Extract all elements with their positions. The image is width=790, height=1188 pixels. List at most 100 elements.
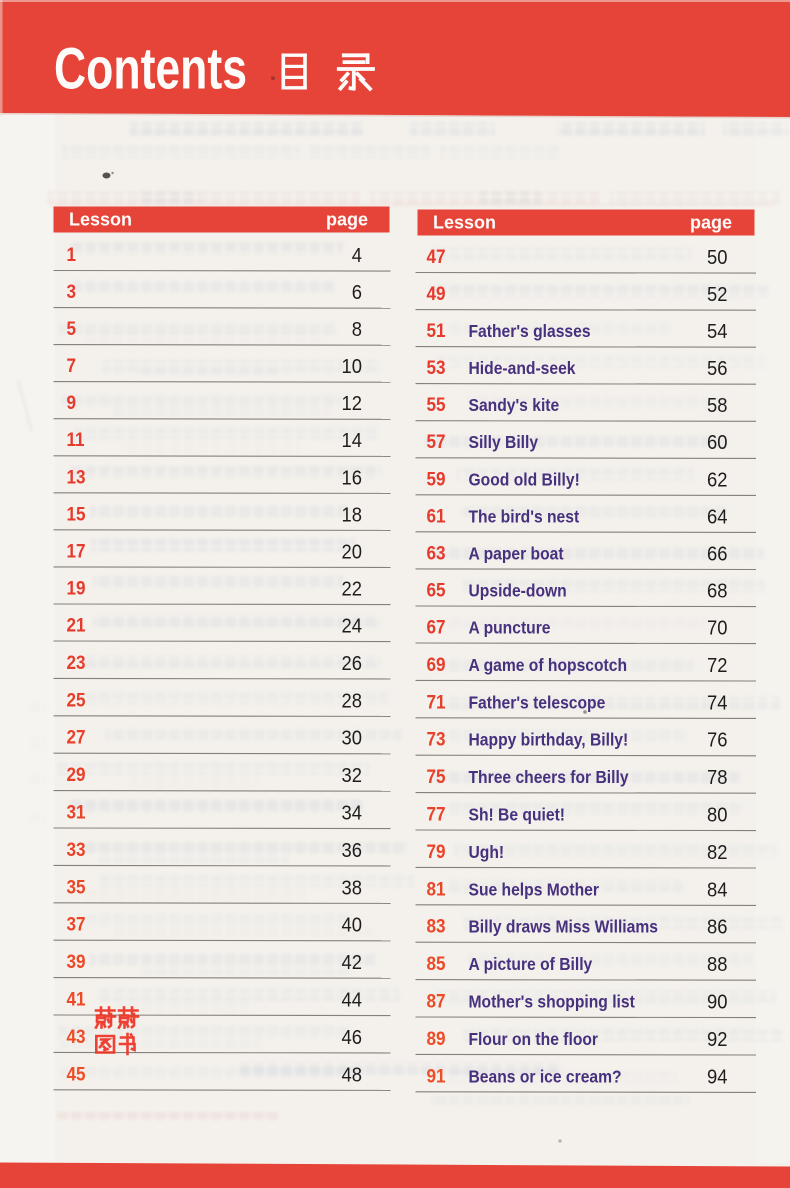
svg-text:39: 39: [67, 951, 86, 972]
svg-text:37: 37: [67, 914, 86, 935]
svg-text:63: 63: [427, 543, 446, 564]
svg-text:43: 43: [67, 1026, 86, 1047]
svg-text:91: 91: [427, 1065, 446, 1086]
svg-text:68: 68: [707, 581, 727, 603]
svg-text:87: 87: [427, 991, 446, 1012]
svg-text:13: 13: [67, 466, 86, 487]
svg-text:Billy draws Miss Williams: Billy draws Miss Williams: [469, 917, 658, 937]
svg-text:Contents: Contents: [54, 37, 247, 102]
svg-text:22: 22: [342, 579, 362, 601]
svg-text:Ugh!: Ugh!: [469, 842, 505, 862]
svg-text:89: 89: [427, 1028, 446, 1049]
svg-text:78: 78: [707, 767, 727, 789]
svg-text:51: 51: [427, 320, 446, 341]
svg-text:88: 88: [707, 954, 727, 976]
svg-text:27: 27: [67, 727, 86, 748]
svg-text:Sh! Be quiet!: Sh! Be quiet!: [469, 804, 566, 824]
svg-text:75: 75: [427, 766, 446, 787]
svg-text:1: 1: [67, 244, 77, 265]
svg-text:24: 24: [342, 616, 363, 638]
svg-text:77: 77: [427, 804, 446, 825]
svg-text:4: 4: [352, 245, 363, 267]
svg-text:Three cheers for Billy: Three cheers for Billy: [469, 767, 630, 787]
svg-text:31: 31: [67, 802, 86, 823]
svg-text:A paper boat: A paper boat: [469, 543, 564, 563]
svg-text:70: 70: [707, 618, 727, 640]
svg-text:20: 20: [342, 542, 362, 564]
svg-text:52: 52: [707, 284, 727, 306]
svg-text:Beans or ice cream?: Beans or ice cream?: [469, 1066, 622, 1086]
svg-text:69: 69: [427, 654, 446, 675]
svg-text:73: 73: [427, 729, 446, 750]
svg-text:40: 40: [342, 915, 362, 937]
svg-text:35: 35: [67, 876, 86, 897]
svg-text:32: 32: [342, 765, 362, 787]
svg-text:Upside-down: Upside-down: [469, 580, 567, 600]
svg-text:23: 23: [67, 652, 86, 673]
svg-text:Happy birthday, Billy!: Happy birthday, Billy!: [469, 730, 629, 750]
svg-text:50: 50: [707, 247, 727, 269]
svg-text:25: 25: [67, 689, 86, 710]
svg-text:34: 34: [342, 803, 363, 825]
svg-text:65: 65: [427, 580, 446, 601]
svg-text:56: 56: [707, 358, 727, 380]
svg-text:61: 61: [427, 505, 446, 526]
svg-text:41: 41: [67, 989, 86, 1010]
svg-text:42: 42: [342, 952, 362, 974]
svg-text:Sue helps Mother: Sue helps Mother: [469, 879, 600, 899]
svg-text:29: 29: [67, 764, 86, 785]
svg-text:46: 46: [342, 1027, 362, 1049]
svg-text:76: 76: [707, 730, 727, 752]
svg-text:3: 3: [67, 281, 77, 302]
svg-text:Mother's shopping list: Mother's shopping list: [469, 991, 636, 1011]
svg-text:71: 71: [427, 691, 446, 712]
svg-text:72: 72: [707, 655, 727, 677]
svg-text:19: 19: [67, 578, 86, 599]
svg-text:49: 49: [427, 283, 446, 304]
svg-text:8: 8: [352, 319, 362, 341]
svg-text:81: 81: [427, 878, 446, 899]
svg-text:92: 92: [707, 1029, 727, 1051]
svg-text:Silly Billy: Silly Billy: [469, 432, 539, 452]
svg-text:58: 58: [707, 396, 727, 418]
svg-text:17: 17: [67, 541, 86, 562]
svg-text:66: 66: [707, 544, 727, 566]
svg-text:33: 33: [67, 839, 86, 860]
svg-text:21: 21: [67, 615, 86, 636]
svg-text:64: 64: [707, 507, 728, 529]
svg-text:53: 53: [427, 357, 446, 378]
svg-text:45: 45: [67, 1063, 86, 1084]
svg-text:Good old Billy!: Good old Billy!: [469, 469, 580, 489]
svg-text:A puncture: A puncture: [469, 617, 551, 637]
svg-text:15: 15: [67, 503, 86, 524]
svg-text:The bird's nest: The bird's nest: [469, 506, 580, 526]
svg-text:86: 86: [707, 917, 727, 939]
svg-text:A game of hopscotch: A game of hopscotch: [469, 655, 628, 675]
svg-text:84: 84: [707, 880, 728, 902]
svg-text:54: 54: [707, 321, 728, 343]
svg-text:Sandy's kite: Sandy's kite: [469, 395, 560, 415]
svg-text:60: 60: [707, 433, 727, 455]
svg-text:11: 11: [67, 429, 85, 450]
svg-text:47: 47: [427, 246, 446, 267]
svg-text:Lesson: Lesson: [69, 210, 132, 230]
svg-text:page: page: [690, 213, 732, 233]
svg-text:36: 36: [342, 840, 362, 862]
svg-text:Flour on the floor: Flour on the floor: [469, 1029, 599, 1049]
svg-text:82: 82: [707, 842, 727, 864]
svg-text:55: 55: [427, 394, 446, 415]
svg-text:59: 59: [427, 468, 446, 489]
svg-text:12: 12: [342, 394, 362, 416]
svg-text:5: 5: [67, 318, 77, 339]
svg-text:A picture of Billy: A picture of Billy: [469, 954, 593, 974]
svg-text:Father's telescope: Father's telescope: [469, 692, 606, 712]
svg-text:90: 90: [707, 992, 727, 1014]
svg-text:10: 10: [342, 356, 362, 378]
svg-text:9: 9: [67, 392, 77, 413]
svg-text:85: 85: [427, 953, 446, 974]
svg-text:7: 7: [67, 355, 77, 376]
svg-text:62: 62: [707, 470, 727, 492]
svg-text:16: 16: [342, 468, 362, 490]
svg-text:79: 79: [427, 841, 446, 862]
svg-text:18: 18: [342, 505, 362, 527]
